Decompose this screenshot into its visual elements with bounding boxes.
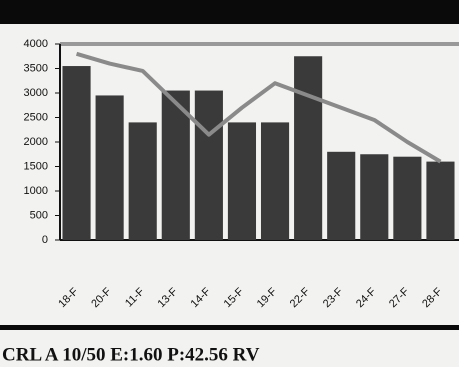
x-tick-label: 28-F: [420, 285, 445, 310]
divider: [0, 325, 459, 330]
bar: [294, 56, 323, 240]
bar: [327, 151, 356, 240]
y-tick-label: 1000: [24, 185, 48, 197]
y-tick-label: 1500: [24, 160, 48, 172]
bar: [194, 90, 223, 240]
x-tick-label: 22-F: [288, 285, 313, 310]
x-tick-label: 13-F: [155, 285, 180, 310]
y-tick-label: 2500: [24, 111, 48, 123]
x-tick-label: 27-F: [387, 285, 412, 310]
x-tick-label: 19-F: [255, 285, 280, 310]
y-tick-label: 3500: [24, 62, 48, 74]
x-tick-label: 18-F: [56, 285, 81, 310]
y-tick-label: 3000: [24, 87, 48, 99]
top-band: [0, 0, 459, 24]
x-tick-label: 24-F: [354, 285, 379, 310]
bar: [426, 161, 455, 240]
bar: [62, 66, 91, 240]
bar: [227, 122, 257, 240]
x-tick-label: 20-F: [89, 285, 114, 310]
footer-text: CRL A 10/50 E:1.60 P:42.56 RV: [2, 344, 260, 365]
y-tick-label: 2000: [24, 136, 48, 148]
y-tick-label: 0: [42, 234, 48, 246]
x-tick-label: 11-F: [123, 286, 147, 310]
bar: [161, 90, 190, 240]
bar: [360, 154, 389, 240]
line-series: [75, 51, 442, 164]
x-tick-label: 15-F: [222, 285, 247, 310]
bar: [95, 95, 124, 240]
bar: [393, 156, 422, 240]
x-tick-label: 14-F: [189, 285, 214, 310]
y-tick-label: 4000: [24, 38, 48, 50]
y-tick-label: 500: [30, 209, 48, 221]
bar: [260, 122, 290, 240]
bar: [128, 122, 157, 240]
x-tick-label: 23-F: [321, 285, 346, 310]
